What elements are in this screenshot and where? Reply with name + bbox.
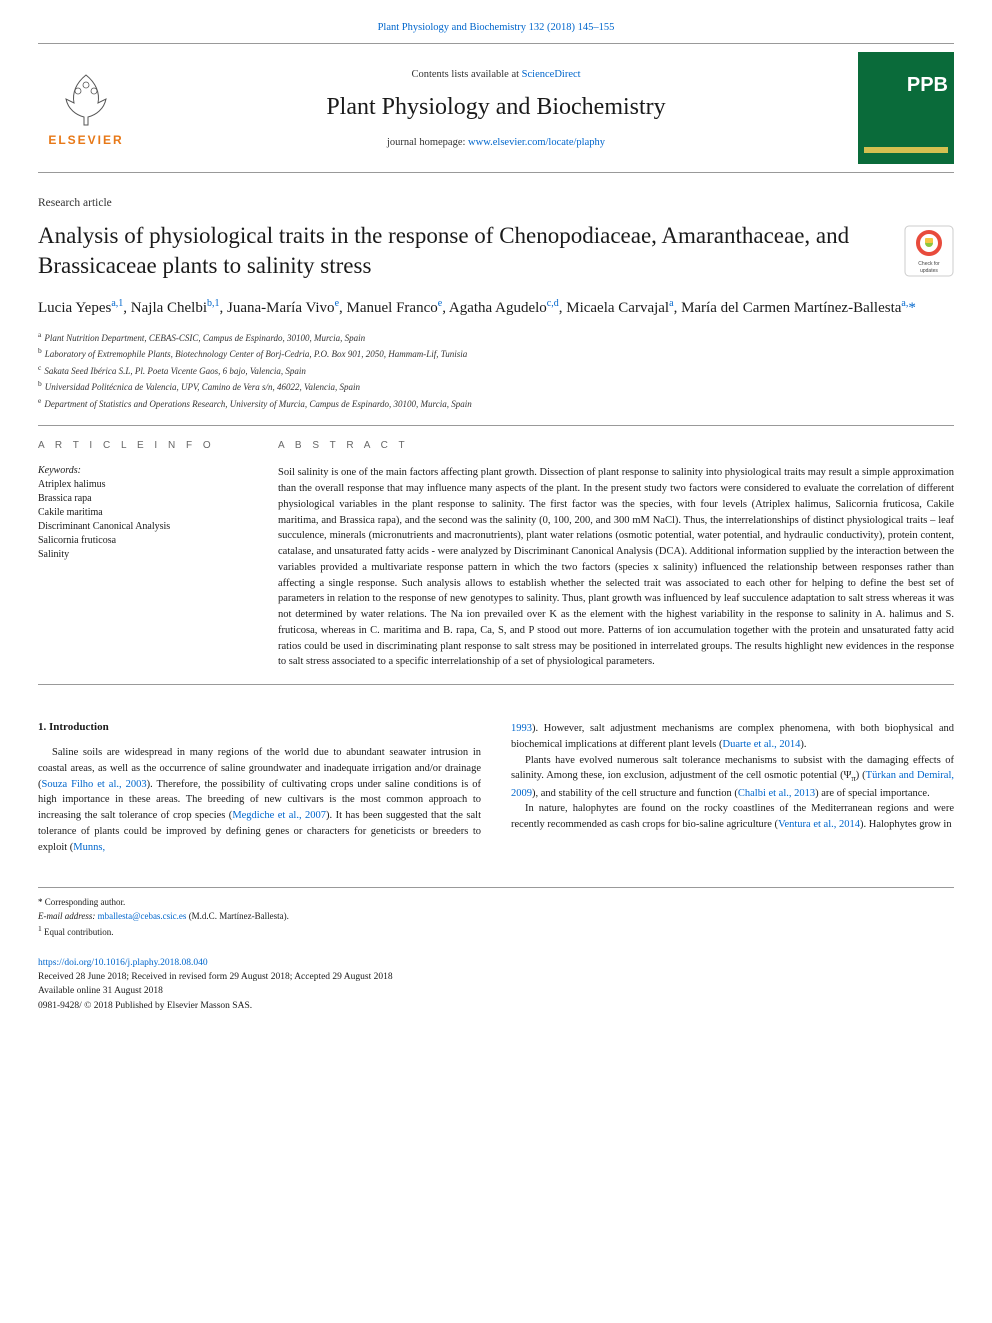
affiliation: bLaboratory of Extremophile Plants, Biot…	[38, 345, 954, 362]
journal-header: ELSEVIER Contents lists available at Sci…	[38, 43, 954, 173]
body-paragraph: 1993). However, salt adjustment mechanis…	[511, 721, 954, 753]
elsevier-logo[interactable]: ELSEVIER	[38, 58, 134, 158]
keyword: Atriplex halimus	[38, 478, 238, 492]
publication-block: https://doi.org/10.1016/j.plaphy.2018.08…	[38, 956, 954, 1013]
abstract-heading: A B S T R A C T	[278, 440, 954, 451]
body-columns: 1. Introduction Saline soils are widespr…	[38, 721, 954, 855]
elsevier-tree-icon	[56, 69, 116, 129]
sciencedirect-link[interactable]: ScienceDirect	[522, 69, 581, 80]
divider	[38, 425, 954, 426]
abstract-column: A B S T R A C T Soil salinity is one of …	[278, 440, 954, 670]
keyword: Discriminant Canonical Analysis	[38, 520, 238, 534]
cover-ppb-text: PPB	[907, 74, 948, 97]
svg-text:updates: updates	[920, 268, 938, 274]
journal-title: Plant Physiology and Biochemistry	[134, 94, 858, 121]
intro-heading: 1. Introduction	[38, 721, 481, 733]
main-content: Research article Analysis of physiologic…	[38, 197, 954, 1013]
email-link[interactable]: mballesta@cebas.csic.es	[98, 911, 187, 921]
authors: Lucia Yepesa,1, Najla Chelbib,1, Juana-M…	[38, 297, 954, 319]
affiliation: bUniversidad Politécnica de Valencia, UP…	[38, 378, 954, 395]
journal-reference[interactable]: Plant Physiology and Biochemistry 132 (2…	[0, 0, 992, 43]
footnotes: * Corresponding author. E-mail address: …	[38, 887, 954, 940]
affiliation: eDepartment of Statistics and Operations…	[38, 395, 954, 412]
keyword: Salicornia fruticosa	[38, 534, 238, 548]
keyword: Brassica rapa	[38, 492, 238, 506]
affiliations: aPlant Nutrition Department, CEBAS-CSIC,…	[38, 329, 954, 412]
equal-contribution: 1 Equal contribution.	[38, 923, 954, 940]
abstract-text: Soil salinity is one of the main factors…	[278, 465, 954, 670]
svg-text:Check for: Check for	[918, 261, 940, 267]
keywords-label: Keywords:	[38, 465, 238, 476]
homepage-line: journal homepage: www.elsevier.com/locat…	[134, 137, 858, 148]
body-paragraph: Plants have evolved numerous salt tolera…	[511, 753, 954, 802]
homepage-link[interactable]: www.elsevier.com/locate/plaphy	[468, 137, 605, 148]
article-title: Analysis of physiological traits in the …	[38, 221, 880, 281]
copyright-line: 0981-9428/ © 2018 Published by Elsevier …	[38, 999, 954, 1013]
keyword: Cakile maritima	[38, 506, 238, 520]
doi-link[interactable]: https://doi.org/10.1016/j.plaphy.2018.08…	[38, 958, 208, 968]
journal-cover[interactable]: PPB	[858, 52, 954, 164]
article-info: A R T I C L E I N F O Keywords: Atriplex…	[38, 440, 238, 670]
body-paragraph: In nature, halophytes are found on the r…	[511, 801, 954, 833]
check-updates-icon[interactable]: Check for updates	[904, 225, 954, 277]
article-info-heading: A R T I C L E I N F O	[38, 440, 238, 451]
affiliation: aPlant Nutrition Department, CEBAS-CSIC,…	[38, 329, 954, 346]
header-center: Contents lists available at ScienceDirec…	[134, 69, 858, 148]
left-column: 1. Introduction Saline soils are widespr…	[38, 721, 481, 855]
affiliation: cSakata Seed Ibérica S.L, Pl. Poeta Vice…	[38, 362, 954, 379]
title-row: Analysis of physiological traits in the …	[38, 221, 954, 281]
received-line: Received 28 June 2018; Received in revis…	[38, 970, 954, 984]
corresponding-author: * Corresponding author.	[38, 896, 954, 910]
intro-paragraph: Saline soils are widespread in many regi…	[38, 745, 481, 855]
article-type: Research article	[38, 197, 954, 209]
available-line: Available online 31 August 2018	[38, 984, 954, 998]
email-line: E-mail address: mballesta@cebas.csic.es …	[38, 910, 954, 924]
cover-bar	[864, 147, 948, 153]
divider	[38, 684, 954, 685]
keyword: Salinity	[38, 548, 238, 562]
contents-line: Contents lists available at ScienceDirec…	[134, 69, 858, 80]
right-column: 1993). However, salt adjustment mechanis…	[511, 721, 954, 855]
elsevier-label: ELSEVIER	[48, 133, 123, 147]
info-abstract-row: A R T I C L E I N F O Keywords: Atriplex…	[38, 440, 954, 670]
